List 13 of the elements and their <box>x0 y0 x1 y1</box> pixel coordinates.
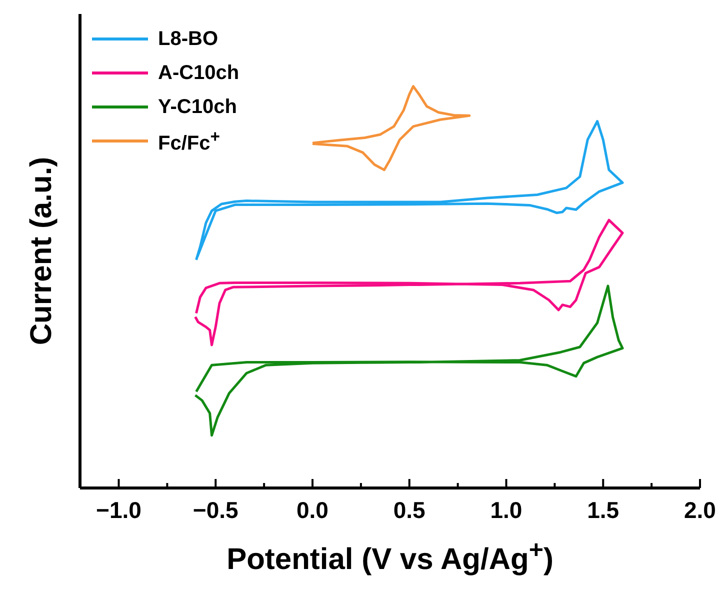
x-tick-label: 1.0 <box>490 497 522 523</box>
legend-label: Y-C10ch <box>158 96 237 118</box>
legend-label: A-C10ch <box>158 62 240 84</box>
y-axis-title: Current (a.u.) <box>25 156 59 346</box>
x-axis-title: Potential (V vs Ag/Ag$^{+}$) <box>226 536 554 577</box>
x-tick-label: 0.5 <box>393 497 426 523</box>
legend-label: L8-BO <box>158 28 218 50</box>
x-tick-label: −1.0 <box>96 497 142 523</box>
x-tick-label: 1.5 <box>587 497 620 523</box>
x-tick-label: −0.5 <box>192 497 239 523</box>
x-tick-label: 2.0 <box>684 497 716 523</box>
x-tick-label: 0.0 <box>296 497 328 523</box>
legend-label: Fc/Fc$^{+}$ <box>158 126 220 156</box>
